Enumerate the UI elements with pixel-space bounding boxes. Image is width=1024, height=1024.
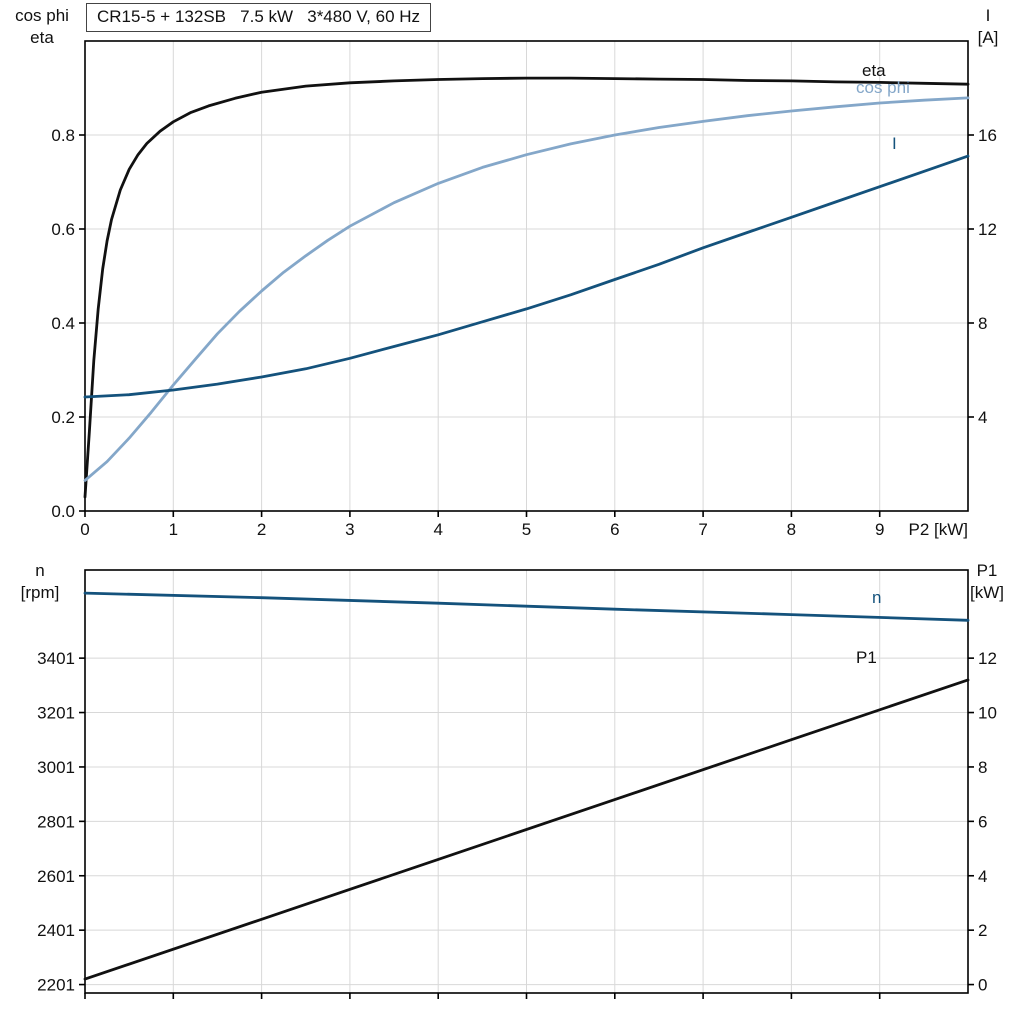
y-left-tick-label: 2201 [37,976,75,995]
bottom-left-axis-label: n [rpm] [4,560,76,604]
x-tick-label: 2 [257,520,266,539]
y-left-tick-label: 3401 [37,649,75,668]
y-left-tick-label: 0.2 [51,408,75,427]
y-left-tick-label: 0.8 [51,126,75,145]
y-right-tick-label: 12 [978,649,997,668]
curve-label-eta: eta [862,61,886,80]
axis-label-cos-phi: cos phi [15,6,69,25]
curve-label-p1: P1 [856,648,877,667]
y-right-tick-label: 12 [978,220,997,239]
x-tick-label: 4 [433,520,442,539]
y-left-tick-label: 0.0 [51,502,75,521]
x-tick-label: 1 [169,520,178,539]
series-P1 [83,678,970,981]
curve-label-cos-phi: cos phi [856,78,910,97]
y-right-tick-label: 6 [978,812,987,831]
chart-title: CR15-5 + 132SB 7.5 kW 3*480 V, 60 Hz [86,3,432,32]
axis-label-current: I [985,6,991,25]
series-cos-phi [83,96,970,482]
y-left-tick-label: 3201 [37,704,75,723]
curve-label-current: I [892,134,897,153]
x-tick-label: 9 [875,520,884,539]
y-left-tick-label: 3001 [37,758,75,777]
x-axis-unit-label: P2 [kW] [908,520,968,539]
series-n [83,591,970,622]
x-tick-label: 8 [787,520,796,539]
top-right-axis-label: I [A] [958,5,1018,49]
y-right-tick-label: 10 [978,704,997,723]
x-tick-label: 6 [610,520,619,539]
y-right-tick-label: 0 [978,976,987,995]
y-right-tick-label: 2 [978,921,987,940]
y-right-tick-label: 4 [978,408,987,427]
x-tick-label: 5 [522,520,531,539]
series-I [83,154,970,399]
y-right-tick-label: 8 [978,758,987,777]
y-left-tick-label: 0.4 [51,314,75,333]
y-left-tick-label: 0.6 [51,220,75,239]
y-right-tick-label: 4 [978,867,987,886]
top-left-axis-label: cos phi eta [4,5,80,49]
y-left-tick-label: 2401 [37,921,75,940]
bottom-right-axis-label: P1 [kW] [956,560,1018,604]
series-eta [83,76,970,499]
y-left-tick-label: 2601 [37,867,75,886]
axis-label-speed: n [35,561,45,580]
axis-label-speed-unit: [rpm] [20,583,60,602]
curve-label-speed: n [872,588,882,607]
x-tick-label: 0 [80,520,89,539]
axis-label-eta: eta [30,28,54,47]
axis-label-p1-unit: [kW] [970,583,1004,602]
x-tick-label: 7 [698,520,707,539]
y-right-tick-label: 8 [978,314,987,333]
y-left-tick-label: 2801 [37,812,75,831]
y-right-tick-label: 16 [978,126,997,145]
axis-label-p1: P1 [976,561,998,580]
x-tick-label: 3 [345,520,354,539]
axis-label-current-unit: [A] [977,28,999,47]
